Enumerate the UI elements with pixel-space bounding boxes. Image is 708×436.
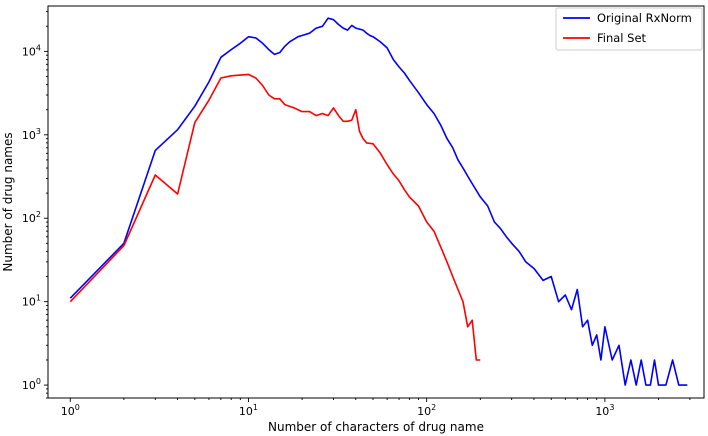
- series-line-original-rxnorm: [69, 17, 688, 386]
- y-tick-label: 103: [22, 127, 41, 142]
- legend-frame: [555, 7, 703, 51]
- x-axis-label: Number of characters of drug name: [268, 420, 484, 434]
- y-axis-ticks: 100 101 102 103 104: [22, 11, 48, 399]
- series-line-final-set: [69, 73, 481, 361]
- legend: Original RxNorm Final Set: [555, 7, 703, 51]
- y-tick-label: 102: [22, 210, 41, 225]
- y-tick-label: 104: [22, 43, 41, 58]
- plot-area: [47, 5, 705, 399]
- y-tick-label: 101: [22, 294, 41, 309]
- legend-label-final-set: Final Set: [597, 31, 647, 45]
- x-axis-ticks: 100 101 102 103: [61, 398, 691, 418]
- x-tick-label: 101: [239, 403, 258, 418]
- x-tick-label: 100: [61, 403, 80, 418]
- x-tick-label: 103: [595, 403, 614, 418]
- legend-label-original-rxnorm: Original RxNorm: [597, 11, 692, 25]
- x-tick-label: 102: [417, 403, 436, 418]
- y-axis-label: Number of drug names: [1, 132, 15, 271]
- y-tick-label: 100: [22, 377, 41, 392]
